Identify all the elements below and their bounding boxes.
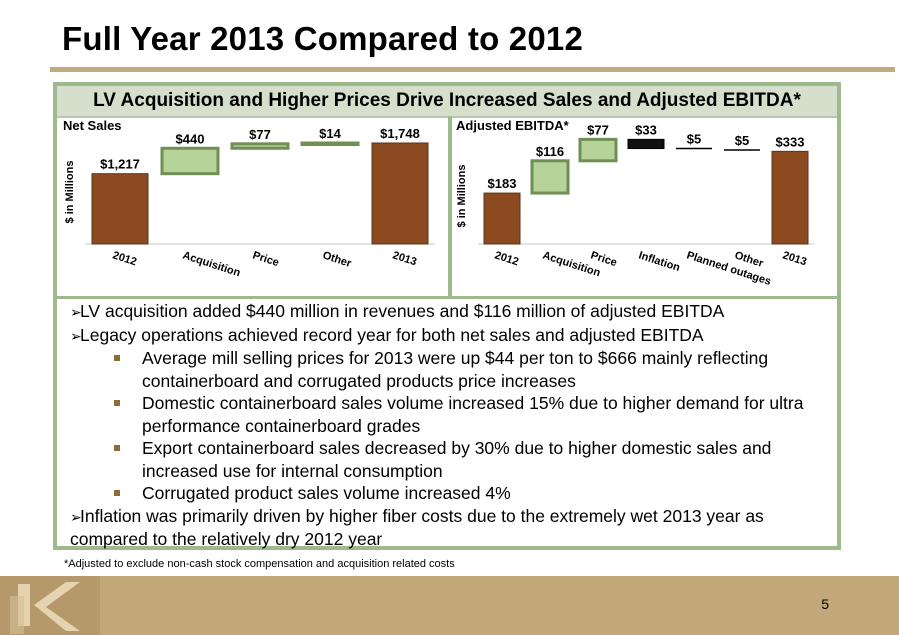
ebitda-chart-svg: $ in Millions $1832012$116Acquisition$77P… (456, 122, 814, 288)
data-label: $33 (635, 122, 657, 137)
slide-title: Full Year 2013 Compared to 2012 (62, 20, 584, 57)
data-label: $1,217 (100, 157, 140, 172)
bullet-item: ➢Inflation was primarily driven by highe… (70, 505, 830, 551)
category-label: 2013 (391, 249, 418, 268)
arrow-bullet-icon: ➢ (70, 327, 82, 344)
headline-bar: LV Acquisition and Higher Prices Drive I… (57, 86, 837, 118)
ebitda-chart: Adjusted EBITDA* $ in Millions $183 2012 $1… (452, 116, 837, 298)
bar-2013 (371, 142, 429, 245)
square-bullet-icon (114, 400, 120, 406)
data-label: $116 (536, 144, 564, 159)
bullet-text: Legacy operations achieved record year f… (80, 324, 704, 345)
bar-inflation (627, 138, 665, 150)
bar-other (300, 141, 360, 147)
bar-acquisition (160, 146, 220, 176)
y-axis-label: $ in Millions (64, 161, 76, 224)
data-label: $440 (176, 131, 205, 146)
chart-divider (448, 116, 452, 298)
ebitda-title: Adjusted EBITDA* (456, 118, 569, 133)
bar-price (578, 137, 618, 163)
chart-bottom-rule (57, 296, 837, 299)
y-axis-label: $ in Millions (456, 165, 468, 228)
bar-price (230, 142, 290, 150)
bullet-item: ➢Legacy operations achieved record year … (70, 324, 830, 348)
bullet-text: Average mill selling prices for 2013 wer… (142, 348, 769, 391)
bar-2013 (771, 150, 809, 245)
net-sales-title: Net Sales (63, 118, 122, 133)
company-logo (10, 582, 80, 634)
sub-bullet-item: Domestic containerboard sales volume inc… (114, 392, 830, 437)
footnote: *Adjusted to exclude non-cash stock comp… (64, 558, 455, 570)
data-label: $183 (488, 176, 517, 191)
bar-acquisition (530, 159, 570, 195)
data-label: $5 (735, 133, 749, 148)
data-label: $77 (249, 127, 271, 142)
title-rule (50, 67, 895, 72)
bullet-item: ➢LV acquisition added $440 million in re… (70, 300, 830, 324)
net-sales-chart-svg: $ in Millions $1,217 2012 $440 Acquisition $7… (64, 126, 435, 279)
category-label: 2013 (781, 249, 808, 268)
data-label: $5 (687, 132, 701, 147)
bar-2012 (483, 192, 521, 245)
bullet-text: Domestic containerboard sales volume inc… (142, 393, 804, 436)
square-bullet-icon (114, 490, 120, 496)
square-bullet-icon (114, 445, 120, 451)
data-label: $14 (319, 126, 341, 141)
sub-bullet-item: Corrugated product sales volume increase… (114, 482, 830, 505)
arrow-bullet-icon: ➢ (70, 304, 82, 320)
bullet-text: Corrugated product sales volume increase… (142, 483, 511, 503)
data-label: $333 (776, 134, 805, 149)
category-label: Inflation (637, 249, 682, 274)
category-label: Acquisition (181, 249, 242, 279)
sub-bullet-item: Average mill selling prices for 2013 wer… (114, 347, 830, 392)
arrow-bullet-icon: ➢ (70, 508, 82, 525)
category-label: Price (251, 249, 280, 269)
bullet-text: Export containerboard sales decreased by… (142, 438, 772, 481)
sub-bullet-item: Export containerboard sales decreased by… (114, 437, 830, 482)
category-label: 2012 (111, 249, 138, 268)
bullet-text: Inflation was primarily driven by higher… (70, 505, 764, 550)
bullet-list: ➢LV acquisition added $440 million in re… (70, 300, 830, 551)
bar-2012 (91, 173, 149, 245)
bullet-text: LV acquisition added $440 million in rev… (80, 301, 725, 321)
data-label: $77 (587, 122, 609, 137)
category-label: Other (321, 249, 353, 270)
square-bullet-icon (114, 355, 120, 361)
footer-band (0, 576, 899, 635)
data-label: $1,748 (380, 126, 420, 141)
category-label: 2012 (493, 249, 520, 268)
page-number: 5 (821, 596, 829, 612)
net-sales-chart: Net Sales $ in Millions $1,217 2012 $440 Acq… (57, 116, 442, 298)
